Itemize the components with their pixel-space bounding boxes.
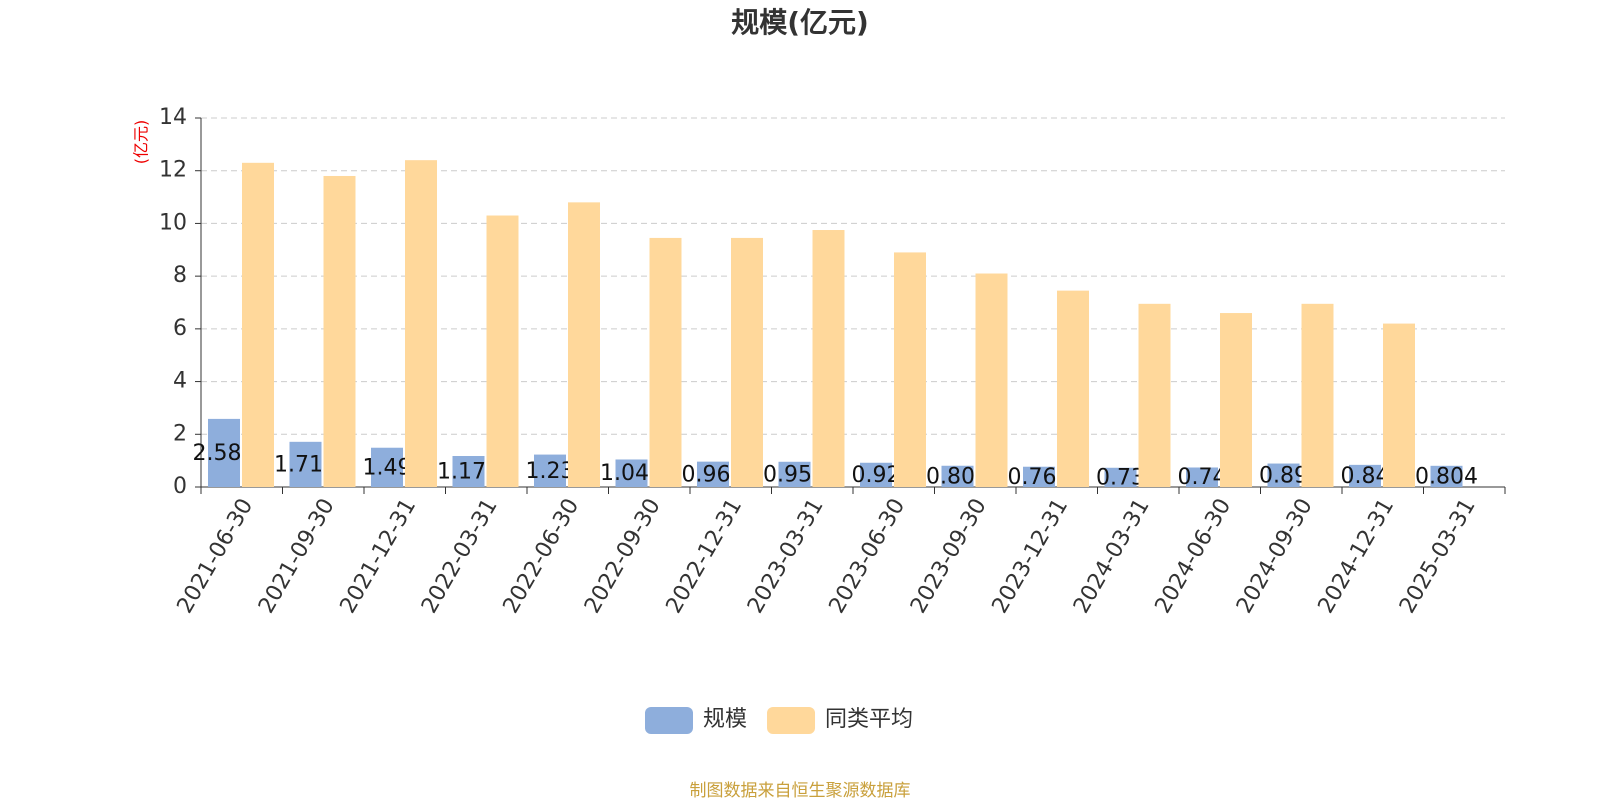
y-tick-label: 14 xyxy=(159,105,187,130)
x-tick-label: 2021-06-30 xyxy=(173,495,259,618)
bar xyxy=(615,459,648,487)
bar xyxy=(1104,467,1137,487)
y-tick-label: 4 xyxy=(173,369,187,394)
bar xyxy=(208,418,240,487)
bar xyxy=(894,252,926,487)
bar xyxy=(534,454,566,487)
bar xyxy=(1057,290,1089,487)
chart-title: 规模(亿元) xyxy=(731,6,869,39)
bar xyxy=(405,160,437,487)
y-tick-label: 12 xyxy=(159,158,187,183)
y-tick-label: 6 xyxy=(173,316,187,341)
bar xyxy=(731,237,763,487)
bar xyxy=(975,273,1008,487)
bar xyxy=(1267,463,1300,487)
x-tick-label: 2024-06-30 xyxy=(1151,495,1237,618)
x-tick-label: 2025-03-31 xyxy=(1395,495,1481,618)
legend-label: 同类平均 xyxy=(825,707,913,732)
legend-label: 规模 xyxy=(703,707,747,732)
bar xyxy=(1430,465,1463,487)
bar xyxy=(568,202,600,488)
x-tick-label: 2021-12-31 xyxy=(336,495,422,618)
data-label: 1.49 xyxy=(363,455,412,480)
data-label: 0.804 xyxy=(1415,464,1478,489)
legend-swatch xyxy=(645,707,693,734)
bar xyxy=(1023,466,1055,487)
bar xyxy=(1383,323,1415,487)
x-tick-label: 2023-06-30 xyxy=(825,495,911,618)
x-tick-label: 2022-09-30 xyxy=(580,495,666,618)
data-label: 0.84 xyxy=(1341,464,1390,489)
x-tick-label: 2024-09-30 xyxy=(1232,495,1318,618)
bar xyxy=(1301,303,1334,487)
bar xyxy=(1349,464,1381,487)
y-tick-label: 10 xyxy=(159,210,187,235)
data-label: 0.73 xyxy=(1096,465,1145,490)
bar xyxy=(860,462,892,487)
x-tick-label: 2022-12-31 xyxy=(662,495,748,618)
x-tick-label: 2023-12-31 xyxy=(988,495,1074,618)
x-tick-label: 2023-03-31 xyxy=(743,495,829,618)
x-tick-label: 2024-12-31 xyxy=(1314,495,1400,618)
legend-swatch xyxy=(767,707,816,734)
data-label: 0.74 xyxy=(1178,465,1227,490)
x-tick-label: 2021-09-30 xyxy=(254,495,340,618)
bar xyxy=(242,162,274,488)
bar xyxy=(1220,313,1252,487)
x-tick-label: 2024-03-31 xyxy=(1069,495,1155,618)
bar xyxy=(323,175,356,487)
x-tick-label: 2023-09-30 xyxy=(906,495,992,618)
x-tick-label: 2022-03-31 xyxy=(417,495,503,618)
bar xyxy=(697,461,729,487)
bar xyxy=(486,215,519,487)
bar xyxy=(452,456,485,487)
data-label: 0.89 xyxy=(1259,463,1308,488)
y-axis-label: (亿元) xyxy=(132,120,151,165)
bar xyxy=(371,447,403,487)
x-tick-label: 2022-06-30 xyxy=(499,495,585,618)
y-tick-label: 0 xyxy=(173,474,187,499)
y-tick-label: 2 xyxy=(173,421,187,446)
bar xyxy=(289,441,322,487)
data-label: 1.23 xyxy=(526,459,575,484)
bar xyxy=(812,230,845,487)
bar xyxy=(649,237,682,487)
y-tick-label: 8 xyxy=(173,263,187,288)
data-label: 0.92 xyxy=(852,463,901,488)
bar xyxy=(1186,467,1218,487)
bar xyxy=(941,465,974,487)
bar xyxy=(1138,303,1171,487)
bar xyxy=(778,461,811,487)
source-note: 制图数据来自恒生聚源数据库 xyxy=(690,781,911,800)
